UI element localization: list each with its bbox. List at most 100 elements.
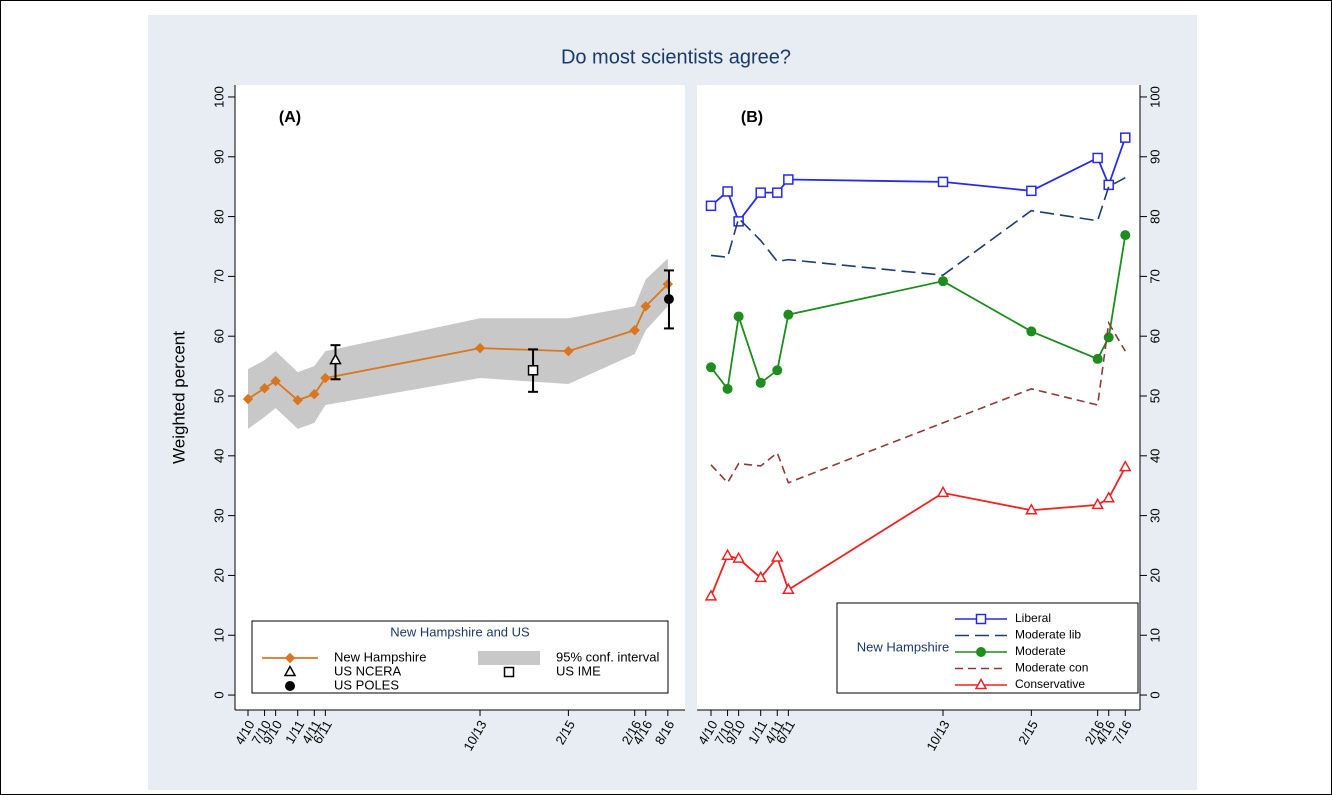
data-point [1120, 230, 1131, 241]
data-point [705, 362, 716, 373]
data-point [474, 342, 486, 354]
data-point [754, 570, 767, 583]
y-tick-label: 30 [211, 508, 226, 522]
y-tick-label: 40 [211, 449, 226, 463]
data-point [722, 186, 733, 197]
data-point [704, 589, 718, 601]
data-point [270, 375, 281, 387]
y-tick-label: 20 [211, 568, 226, 582]
chart-title: Do most scientists agree? [561, 46, 791, 68]
y-tick-label: 80 [1147, 209, 1162, 223]
y-tick-label: 0 [1147, 691, 1162, 698]
y-tick-label: 90 [1147, 150, 1162, 164]
y-tick-label: 10 [211, 628, 226, 642]
data-point [242, 393, 254, 405]
legend-marker [976, 647, 986, 657]
panel-label: (A) [279, 109, 301, 126]
data-point [1026, 185, 1037, 197]
data-point [755, 187, 766, 198]
data-point [309, 389, 320, 400]
y-tick-label: 60 [211, 329, 226, 343]
y-tick-label: 80 [211, 209, 226, 223]
data-point [629, 325, 640, 336]
legend-marker [284, 652, 296, 664]
legend-marker [283, 664, 297, 677]
data-point [1103, 179, 1114, 191]
legend-label: US IME [556, 663, 601, 678]
data-point [329, 353, 342, 365]
data-point [1091, 497, 1104, 510]
data-point [1120, 132, 1131, 143]
y-tick-label: 50 [211, 389, 226, 403]
legend-marker [285, 681, 295, 691]
legend-marker [974, 677, 988, 690]
confidence-band [247, 258, 668, 429]
legend-box [836, 602, 1139, 694]
y-tick-label: 70 [1147, 269, 1162, 283]
data-point [259, 383, 270, 394]
data-point [772, 187, 783, 198]
series-line [710, 176, 1126, 277]
data-point [783, 174, 794, 185]
data-point [721, 548, 734, 560]
data-point [733, 311, 744, 322]
panel-label: (B) [741, 109, 763, 126]
legend-swatch [478, 651, 540, 665]
data-point [937, 176, 949, 188]
data-point [937, 276, 948, 287]
data-point [732, 551, 745, 563]
legend-title: New Hampshire and US [390, 624, 530, 639]
data-point [527, 365, 539, 376]
legend-label: Moderate [1015, 644, 1066, 658]
data-point [783, 309, 794, 320]
legend-marker [503, 666, 515, 678]
y-tick-label: 40 [1147, 449, 1162, 463]
data-point [755, 377, 766, 388]
legend-box [251, 620, 669, 694]
data-point [1092, 353, 1103, 364]
legend-label: US NCERA [334, 663, 402, 678]
data-point [1102, 491, 1115, 503]
data-point [1103, 332, 1114, 343]
data-point [292, 394, 303, 406]
data-point [662, 278, 674, 290]
data-point [772, 365, 783, 376]
y-tick-label: 20 [1147, 568, 1162, 582]
series-line [710, 320, 1126, 485]
y-tick-label: 100 [211, 86, 226, 108]
data-point [1092, 152, 1103, 164]
legend-title: New Hampshire [857, 639, 949, 654]
data-point [640, 301, 651, 312]
y-tick-label: 60 [1147, 329, 1162, 343]
y-tick-label: 100 [1147, 86, 1162, 108]
y-tick-label: 10 [1147, 628, 1162, 642]
y-tick-label: 0 [211, 691, 226, 698]
data-point [705, 200, 717, 212]
data-point [782, 582, 795, 595]
legend-label: Liberal [1015, 611, 1051, 625]
data-point [663, 294, 674, 305]
legend-label: Conservative [1015, 677, 1085, 691]
data-point [1119, 460, 1132, 472]
y-tick-label: 70 [211, 269, 226, 283]
data-point [733, 216, 744, 227]
legend-label: New Hampshire [334, 649, 426, 664]
legend-marker [975, 613, 987, 625]
legend-label: Moderate lib [1015, 628, 1081, 642]
legend-label: Moderate con [1015, 661, 1088, 675]
legend-label: 95% conf. interval [556, 649, 659, 664]
data-point [770, 550, 784, 562]
legend-label: US POLES [334, 677, 399, 692]
y-axis-label: Weighted percent [169, 331, 188, 464]
data-point [563, 345, 574, 357]
y-tick-label: 50 [1147, 389, 1162, 403]
data-point [1026, 326, 1037, 337]
data-point [1025, 503, 1038, 515]
data-point [722, 383, 733, 394]
y-tick-label: 30 [1147, 508, 1162, 522]
y-tick-label: 90 [211, 150, 226, 164]
data-point [936, 485, 950, 498]
data-point [320, 372, 331, 384]
